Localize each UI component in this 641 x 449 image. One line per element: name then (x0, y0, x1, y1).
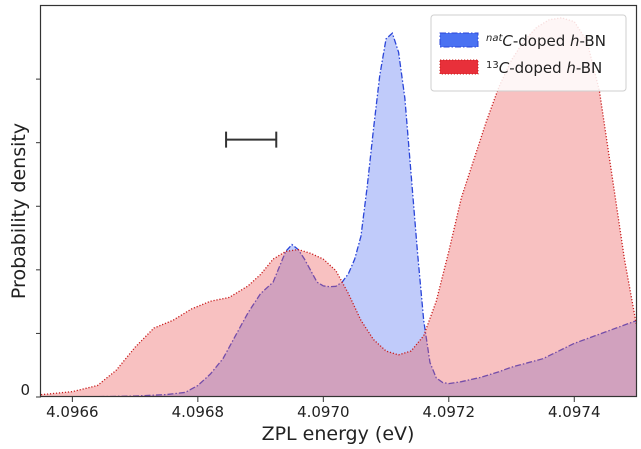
error-bar (225, 131, 278, 148)
y-axis-ticks: 0 (20, 78, 41, 399)
x-tick-label: 4.0974 (548, 403, 601, 421)
x-tick-label: 4.0968 (172, 403, 225, 421)
legend-box (430, 14, 627, 92)
series-0-outline (41, 31, 637, 397)
legend: natC-doped h-BN 13C-doped h-BN (430, 14, 627, 92)
x-axis-ticks: 4.0966 4.0968 4.0970 4.0972 4.0974 (46, 397, 601, 421)
x-tick-label: 4.0972 (423, 403, 476, 421)
legend-label-1: 13C-doped h-BN (486, 59, 602, 77)
series-1-area (41, 17, 637, 397)
legend-swatch-1 (439, 59, 479, 75)
series-1-outline (41, 17, 637, 396)
legend-swatch-0 (439, 32, 479, 48)
legend-label-0: natC-doped h-BN (486, 32, 606, 50)
plot-frame (39, 4, 638, 398)
series-0-area (41, 33, 637, 397)
x-tick-label: 4.0966 (46, 403, 99, 421)
y-tick-label: 0 (20, 381, 30, 399)
density-areas (41, 17, 637, 397)
x-tick-label: 4.0970 (297, 403, 350, 421)
x-axis-label: ZPL energy (eV) (262, 423, 415, 445)
y-axis-label: Probability density (8, 123, 30, 299)
